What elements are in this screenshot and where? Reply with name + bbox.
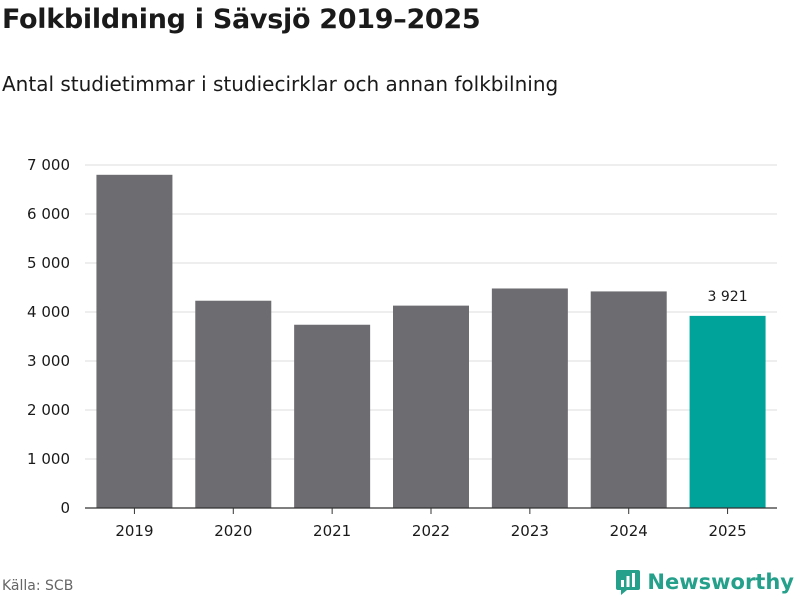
y-tick-label: 7 000 [27,156,70,174]
bar-2019 [96,174,173,509]
x-tick-label: 2025 [708,522,746,540]
x-tick-label: 2022 [412,522,450,540]
x-tick-label: 2023 [511,522,549,540]
newsworthy-logo-icon [616,570,641,595]
y-tick-label: 4 000 [27,303,70,321]
y-axis-ticks: 0 1 000 2 000 3 000 4 000 5 000 6 000 7 000 [27,156,70,517]
brand-logo: Newsworthy [615,568,794,596]
chart-subtitle: Antal studietimmar i studiecirklar och a… [2,72,559,96]
bar-2020 [195,300,272,508]
data-labels: 3 921 [708,289,748,305]
data-label: 3 921 [708,289,748,305]
bar-2023 [491,288,568,508]
bar-2022 [393,305,469,508]
bars [96,174,766,509]
bar-2024 [590,291,667,508]
x-tick-label: 2024 [610,522,648,540]
y-tick-label: 5 000 [27,254,70,272]
bar-2021 [294,324,371,508]
y-tick-label: 1 000 [27,450,70,468]
y-tick-label: 6 000 [27,205,70,223]
x-tick-label: 2020 [214,522,252,540]
y-tick-label: 0 [60,499,70,517]
y-tick-label: 2 000 [27,401,70,419]
chart-title: Folkbildning i Sävsjö 2019–2025 [2,4,481,35]
x-tick-label: 2019 [115,522,153,540]
y-tick-label: 3 000 [27,352,70,370]
x-axis-ticks: 2019 2020 2021 2022 2023 2024 2025 [115,508,747,540]
brand-name: Newsworthy [647,570,794,594]
source-note: Källa: SCB [2,578,74,594]
x-tick-label: 2021 [313,522,351,540]
bar-2025 [689,315,766,508]
